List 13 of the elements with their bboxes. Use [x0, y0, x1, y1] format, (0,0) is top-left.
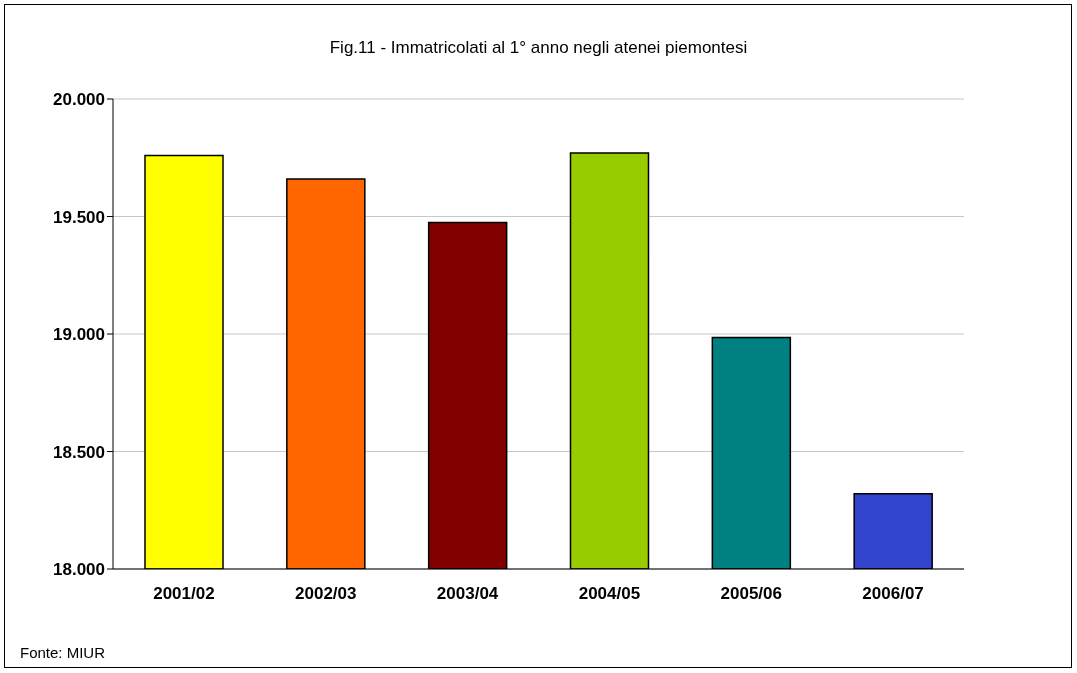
x-tick-label: 2005/06	[720, 584, 782, 604]
x-tick-label: 2004/05	[578, 584, 641, 604]
x-tick-label: 2001/02	[153, 584, 215, 604]
y-tick-label: 18.500	[53, 442, 105, 462]
source-note: Fonte: MIUR	[20, 644, 106, 661]
y-tick-label: 19.000	[53, 325, 105, 345]
y-tick-label: 20.000	[53, 90, 105, 110]
chart-title: Fig.11 - Immatricolati al 1° anno negli atenei piemontesi	[328, 38, 749, 58]
x-tick-label: 2003/04	[436, 584, 499, 604]
x-tick-label: 2006/07	[862, 584, 924, 604]
y-tick-label: 19.500	[53, 207, 105, 227]
y-tick-label: 18.000	[53, 560, 105, 580]
x-tick-label: 2002/03	[295, 584, 357, 604]
